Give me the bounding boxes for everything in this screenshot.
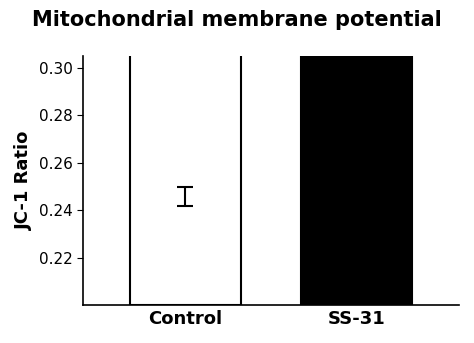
Y-axis label: JC-1 Ratio: JC-1 Ratio: [15, 131, 33, 230]
Text: *: *: [325, 120, 337, 144]
Bar: [301, 0, 412, 305]
Text: Mitochondrial membrane potential: Mitochondrial membrane potential: [32, 10, 442, 30]
Bar: [130, 0, 241, 305]
